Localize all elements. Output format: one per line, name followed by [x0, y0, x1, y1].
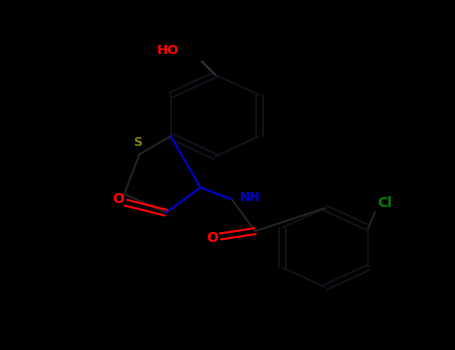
Text: NH: NH [240, 191, 260, 204]
Text: O: O [112, 193, 124, 206]
Text: HO: HO [157, 44, 180, 57]
Text: O: O [206, 231, 218, 245]
Text: S: S [133, 136, 142, 149]
Text: Cl: Cl [378, 196, 392, 210]
